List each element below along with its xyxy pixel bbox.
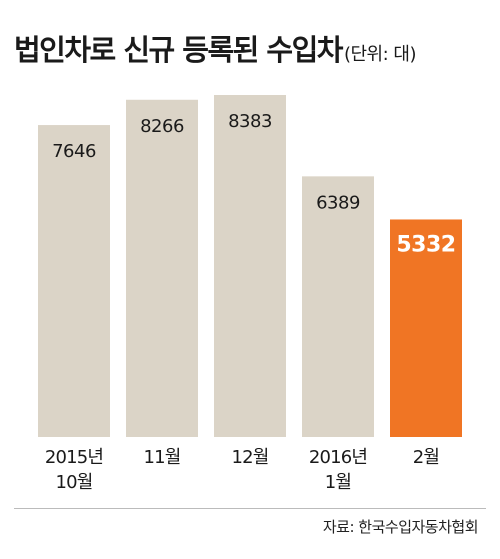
data-label: 8266 [140, 116, 184, 137]
bar [126, 99, 198, 438]
category-label: 2015년 [45, 447, 103, 468]
bar-chart: 7646 2015년 10월 8266 11월 8383 12월 6389 2016년 1월 533… [38, 95, 462, 493]
category-label: 12월 [231, 447, 268, 468]
source-note: 자료: 한국수입자동차협회 [322, 518, 479, 536]
unit-label: (단위: 대) [343, 44, 417, 65]
category-label: 11월 [143, 447, 180, 468]
category-label: 1월 [325, 472, 351, 493]
bar [38, 125, 110, 438]
data-label: 8383 [228, 111, 272, 132]
category-label: 10월 [55, 472, 92, 493]
chart-title-text: 법인차로 신규 등록된 수입차 [14, 33, 343, 67]
footer-divider [14, 508, 486, 509]
data-label: 5332 [396, 232, 455, 257]
category-label: 2월 [413, 447, 439, 468]
category-label: 2016년 [309, 447, 367, 468]
bar [302, 176, 374, 437]
data-label: 6389 [316, 192, 360, 213]
bar [390, 219, 462, 437]
bar [214, 95, 286, 437]
chart-title: 법인차로 신규 등록된 수입차 (단위: 대) [14, 36, 416, 65]
data-label: 7646 [52, 141, 96, 162]
